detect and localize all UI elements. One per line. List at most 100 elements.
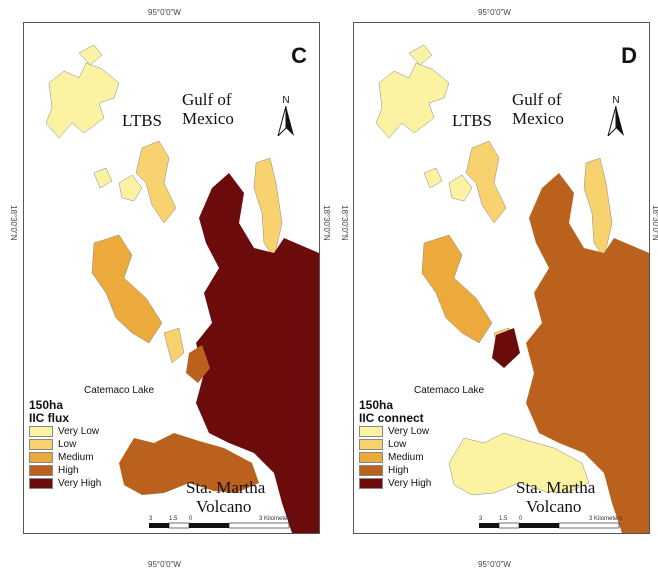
patch-ltbs-north xyxy=(408,44,433,66)
patch-small-1 xyxy=(423,167,443,189)
patch-small-1 xyxy=(93,167,113,189)
scale-tick-0: 3 xyxy=(149,516,153,522)
label-gulf-line-2: Mexico xyxy=(512,109,564,128)
legend-title-2: IIC connect xyxy=(359,411,424,425)
label-ltbs: LTBS xyxy=(122,111,163,130)
label-volcano-line-1: Sta. Martha xyxy=(186,478,266,497)
scale-tick-1: 1.5 xyxy=(169,516,178,522)
scale-bar: 3 1.5 0 3 Kilometers xyxy=(479,513,639,533)
lon-label-top-d: 95°0'0"W xyxy=(478,8,511,17)
label-gulf-line-1: Gulf of xyxy=(182,90,232,109)
label-gulf-line-2: Mexico xyxy=(182,109,234,128)
legend-title-2: IIC flux xyxy=(29,411,70,425)
panel-letter: D xyxy=(621,43,637,68)
panel-letter: C xyxy=(291,43,307,68)
lon-label-bottom-c: 95°0'0"W xyxy=(148,560,181,569)
label-ltbs: LTBS xyxy=(452,111,493,130)
patch-high-west xyxy=(186,345,210,383)
north-label: N xyxy=(282,95,290,106)
label-volcano-line-2: Volcano xyxy=(196,497,252,516)
patch-very-low-volcano xyxy=(448,432,590,496)
legend-label: Very Low xyxy=(388,426,430,437)
label-volcano-line-1: Sta. Martha xyxy=(516,478,596,497)
lat-label-left-d: 18°30'0"N xyxy=(340,205,349,241)
legend-swatch xyxy=(29,439,53,450)
patch-high-volcano xyxy=(119,433,259,495)
legend-label: Low xyxy=(58,439,77,450)
north-arrow: N xyxy=(277,95,295,141)
scale-bar-graphic: 3 1.5 0 3 Kilometers xyxy=(149,516,292,529)
legend-label: High xyxy=(58,465,79,476)
patch-low-ne xyxy=(583,157,613,259)
legend-row: Very Low xyxy=(29,425,101,438)
patch-small-2 xyxy=(448,174,473,202)
north-arrow: N xyxy=(607,95,625,141)
legend-label: Low xyxy=(388,439,407,450)
legend-rows: Very Low Low Medium High Very High xyxy=(29,425,101,490)
patch-small-2 xyxy=(118,174,143,202)
label-gulf: Gulf of Mexico xyxy=(512,90,564,128)
map-panel-d: D LTBS Gulf of Mexico N Catemaco Lake St… xyxy=(353,22,650,534)
label-gulf-line-1: Gulf of xyxy=(512,90,562,109)
scale-bar: 3 1.5 0 3 Kilometers xyxy=(149,513,309,533)
legend-label: High xyxy=(388,465,409,476)
lat-label-left-c: 18°30'0"N xyxy=(9,205,18,241)
legend-swatch xyxy=(29,478,53,489)
label-gulf: Gulf of Mexico xyxy=(182,90,234,128)
scale-tick-0: 3 xyxy=(479,516,483,522)
legend-title-1: 150ha xyxy=(359,398,394,412)
legend: 150ha IIC flux Very Low Low Medium High Very… xyxy=(29,399,101,490)
legend-label: Medium xyxy=(58,452,94,463)
legend-row: High xyxy=(29,464,101,477)
patch-medium-west xyxy=(91,234,163,344)
lon-label-top-c: 95°0'0"W xyxy=(148,8,181,17)
patch-ltbs xyxy=(45,62,120,139)
legend-row: Low xyxy=(359,438,431,451)
forest-map-c xyxy=(45,44,319,533)
legend-row: Medium xyxy=(29,451,101,464)
legend-label: Very Low xyxy=(58,426,100,437)
patch-low-west xyxy=(163,327,185,364)
patch-high-main xyxy=(526,173,649,533)
scale-tick-2: 0 xyxy=(519,516,523,522)
forest-map-d xyxy=(375,44,649,533)
patch-medium-west xyxy=(421,234,493,344)
legend-swatch xyxy=(359,439,383,450)
scale-tick-3: 3 Kilometers xyxy=(259,516,292,522)
legend-swatch xyxy=(359,452,383,463)
patch-low-ne xyxy=(253,157,283,259)
label-volcano-line-2: Volcano xyxy=(526,497,582,516)
legend-label: Medium xyxy=(388,452,424,463)
legend-row: Very Low xyxy=(359,425,431,438)
scale-tick-1: 1.5 xyxy=(499,516,508,522)
north-arrow-icon xyxy=(277,105,294,138)
legend-row: Very High xyxy=(29,477,101,490)
north-label: N xyxy=(612,95,620,106)
north-arrow-icon xyxy=(607,105,624,138)
legend-row: Very High xyxy=(359,477,431,490)
label-catemaco-lake: Catemaco Lake xyxy=(414,385,485,396)
scale-bar-graphic: 3 1.5 0 3 Kilometers xyxy=(479,516,622,529)
map-panel-c: C LTBS Gulf of Mexico N Catemaco Lake St… xyxy=(23,22,320,534)
lat-label-right-d: 18°30'0"N xyxy=(651,205,658,241)
legend: 150ha IIC connect Very Low Low Medium High V… xyxy=(359,399,431,490)
scale-tick-2: 0 xyxy=(189,516,193,522)
legend-swatch xyxy=(359,465,383,476)
patch-very-high-west xyxy=(492,328,520,368)
legend-title-1: 150ha xyxy=(29,398,64,412)
label-catemaco-lake: Catemaco Lake xyxy=(84,385,155,396)
patch-very-high-main xyxy=(196,173,319,533)
legend-rows: Very Low Low Medium High Very High xyxy=(359,425,431,490)
legend-swatch xyxy=(29,426,53,437)
legend-swatch xyxy=(29,465,53,476)
patch-low-gulf xyxy=(465,140,507,224)
patch-low-gulf xyxy=(135,140,177,224)
label-volcano: Sta. Martha Volcano xyxy=(186,478,265,516)
legend-swatch xyxy=(359,478,383,489)
lat-label-right-c: 18°30'0"N xyxy=(322,205,331,241)
legend-row: High xyxy=(359,464,431,477)
label-volcano: Sta. Martha Volcano xyxy=(516,478,595,516)
legend-label: Very High xyxy=(58,478,102,489)
legend-row: Low xyxy=(29,438,101,451)
legend-swatch xyxy=(29,452,53,463)
